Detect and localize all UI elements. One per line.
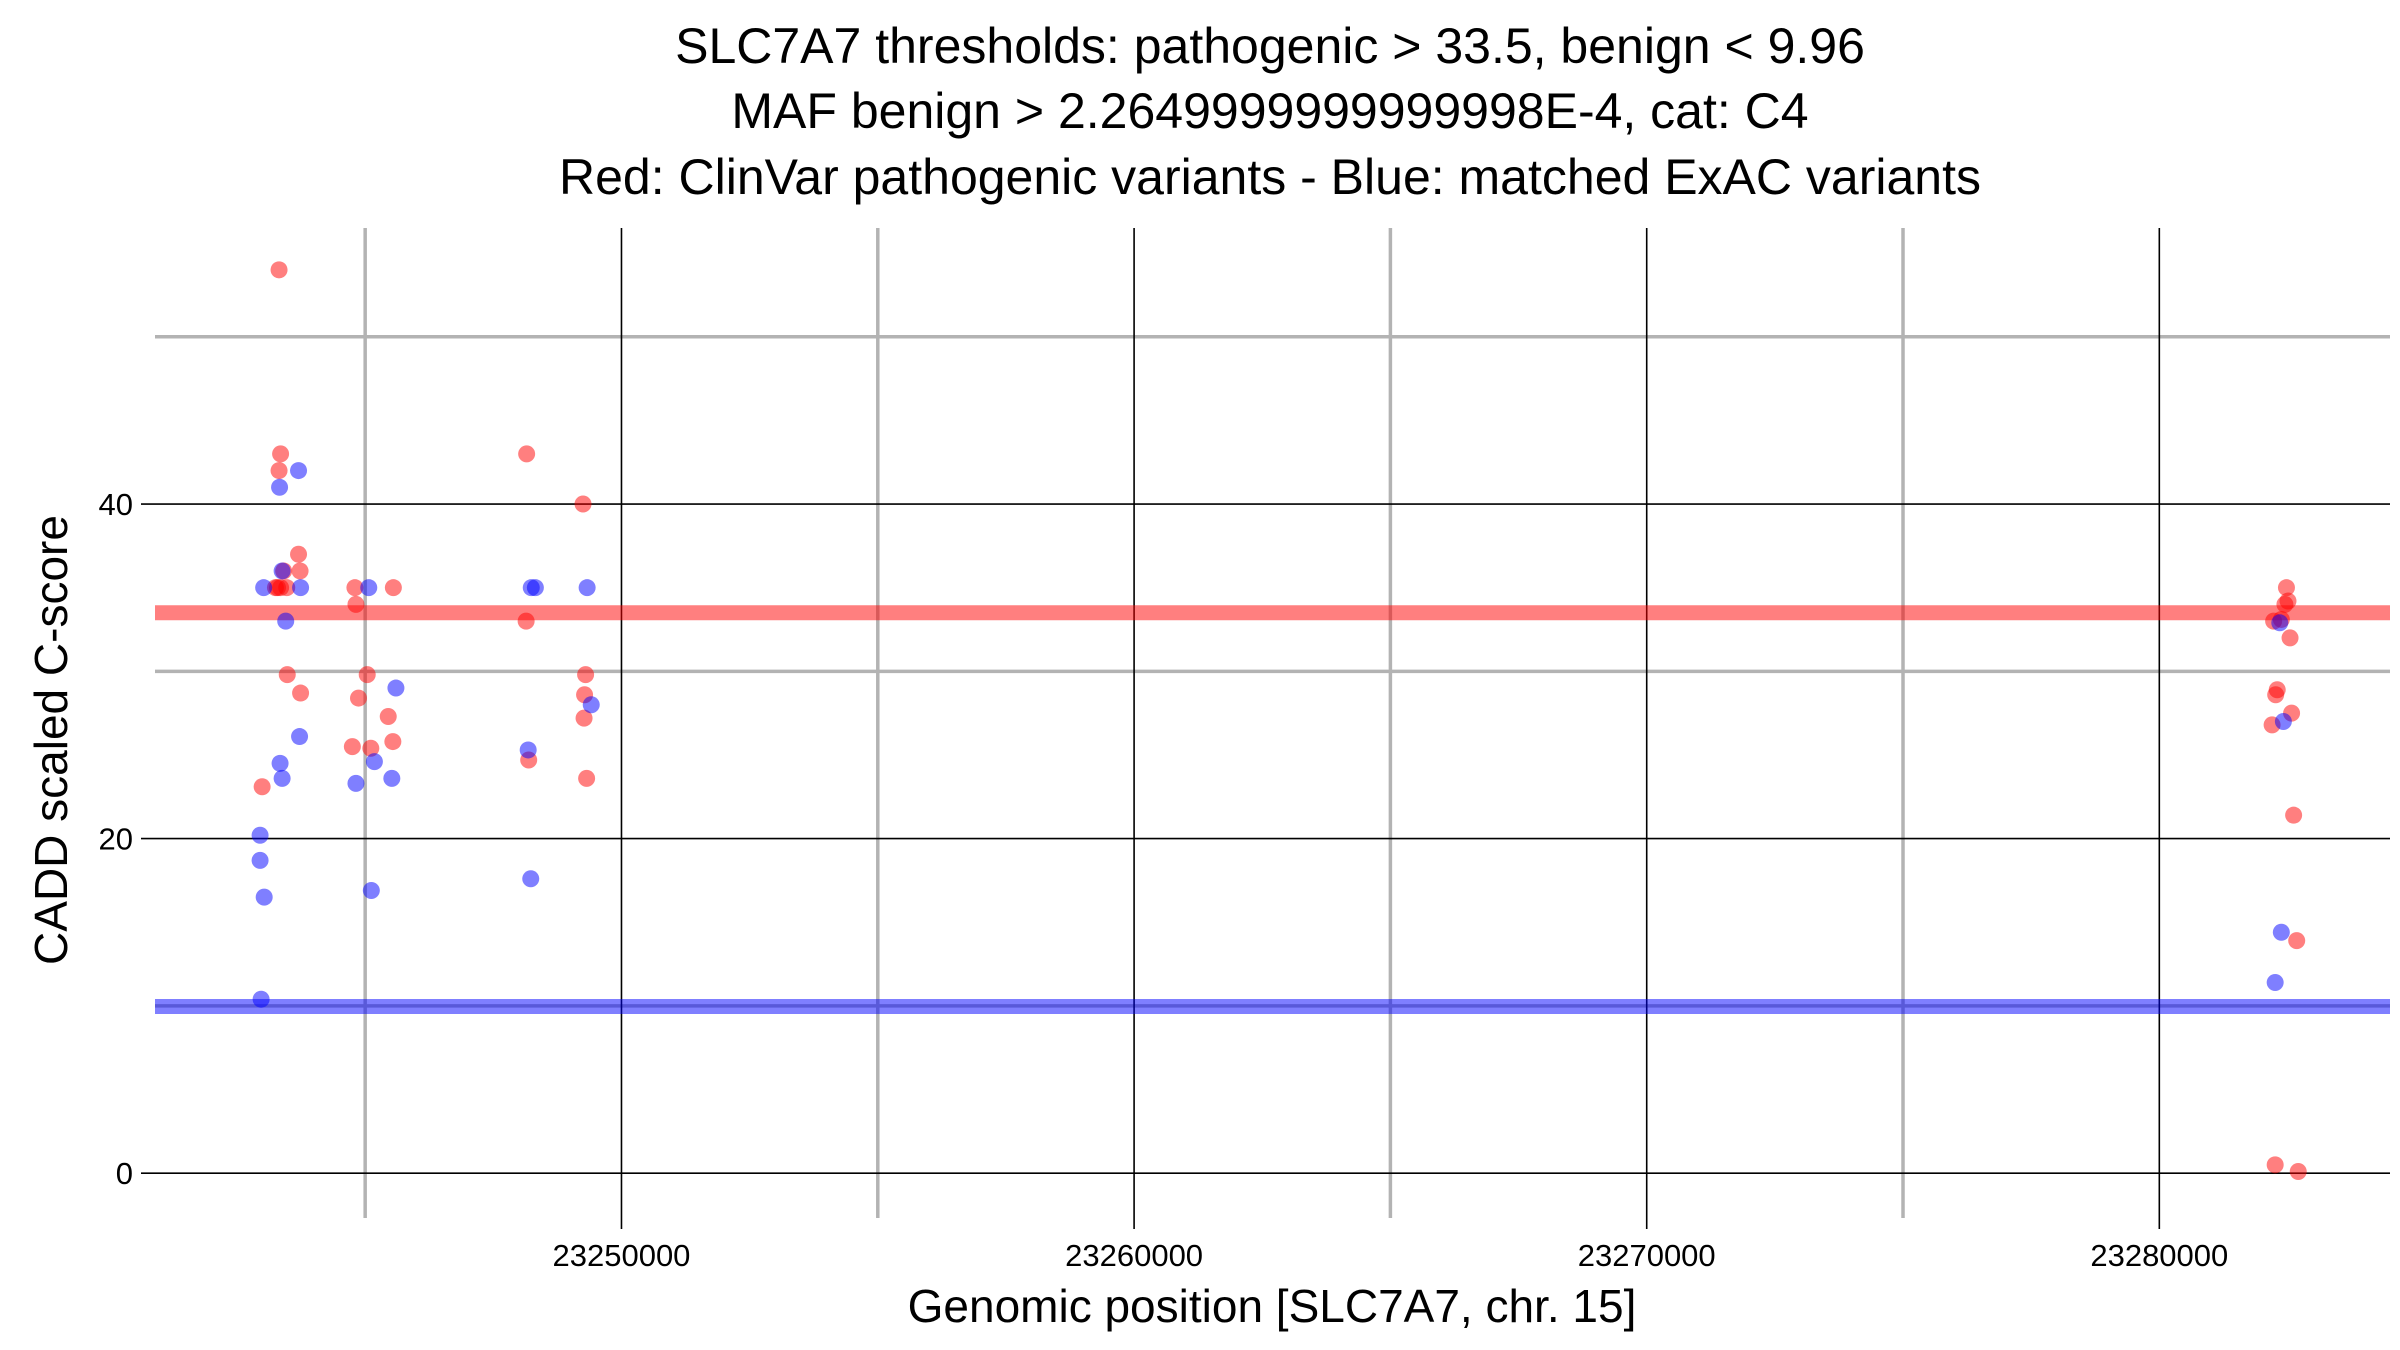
data-point [270,261,288,279]
data-point [2285,806,2303,824]
data-point [379,707,397,725]
series-clinvar-pathogenic-variants [253,261,2307,1181]
data-point [292,684,310,702]
chart-title-line-3: Red: ClinVar pathogenic variants - Blue:… [559,149,1981,205]
data-point [2279,592,2297,610]
data-point [575,709,593,727]
data-point [2272,923,2290,941]
data-point [291,728,309,746]
data-point [271,478,289,496]
data-point [362,881,380,899]
series-matched-exac-variants [251,462,2292,1008]
data-points [251,261,2307,1181]
data-point [384,733,402,751]
grid [141,228,2390,1229]
data-point [273,562,291,580]
data-point [253,778,271,796]
x-tick-label: 23280000 [2090,1238,2228,1273]
data-point [518,445,536,463]
data-point [277,612,295,630]
data-point [387,679,405,697]
data-point [384,579,402,597]
y-axis-label: CADD scaled C-score [25,515,77,965]
data-point [2289,1163,2307,1181]
data-point [383,769,401,787]
data-point [519,741,537,759]
data-point [578,769,596,787]
data-point [273,769,291,787]
x-tick-label: 23250000 [553,1238,691,1273]
data-point [255,579,273,597]
x-tick-label: 23270000 [1578,1238,1716,1273]
axes: 23250000 23260000 23270000 23280000 0 20 40 [99,487,2229,1273]
y-tick-label: 40 [99,487,133,522]
data-point [2266,973,2284,991]
data-point [2288,932,2306,950]
data-point [346,579,364,597]
data-point [2271,614,2289,632]
chart-title-line-1: SLC7A7 thresholds: pathogenic > 33.5, be… [675,18,1865,74]
data-point [578,579,596,597]
data-point [347,774,365,792]
data-point [290,462,308,480]
data-point [360,579,378,597]
data-point [2266,1156,2284,1174]
data-point [255,888,273,906]
data-point [343,738,361,756]
data-point [350,689,368,707]
x-tick-label: 23260000 [1065,1238,1203,1273]
data-point [577,666,595,684]
y-tick-label: 20 [99,822,133,857]
data-point [517,612,535,630]
data-point [278,579,296,597]
data-point [522,870,540,888]
data-point [272,445,290,463]
data-point [347,595,365,613]
data-point [574,495,592,513]
data-point [270,462,288,480]
data-point [2281,629,2299,647]
data-point [292,579,310,597]
data-point [291,562,309,580]
data-point [526,579,544,597]
data-point [2267,686,2285,704]
data-point [582,696,600,714]
data-point [290,545,308,563]
data-point [2274,713,2292,730]
data-point [362,739,380,757]
data-point [278,666,296,684]
data-point [251,851,269,869]
data-point [2277,579,2295,597]
data-point [252,990,270,1008]
data-point [251,826,269,844]
data-point [358,666,376,684]
x-axis-label: Genomic position [SLC7A7, chr. 15] [908,1280,1637,1332]
y-tick-label: 0 [116,1156,133,1191]
data-point [271,754,289,772]
data-point [365,753,383,771]
chart-title-line-2: MAF benign > 2.2649999999999998E-4, cat:… [731,83,1808,139]
